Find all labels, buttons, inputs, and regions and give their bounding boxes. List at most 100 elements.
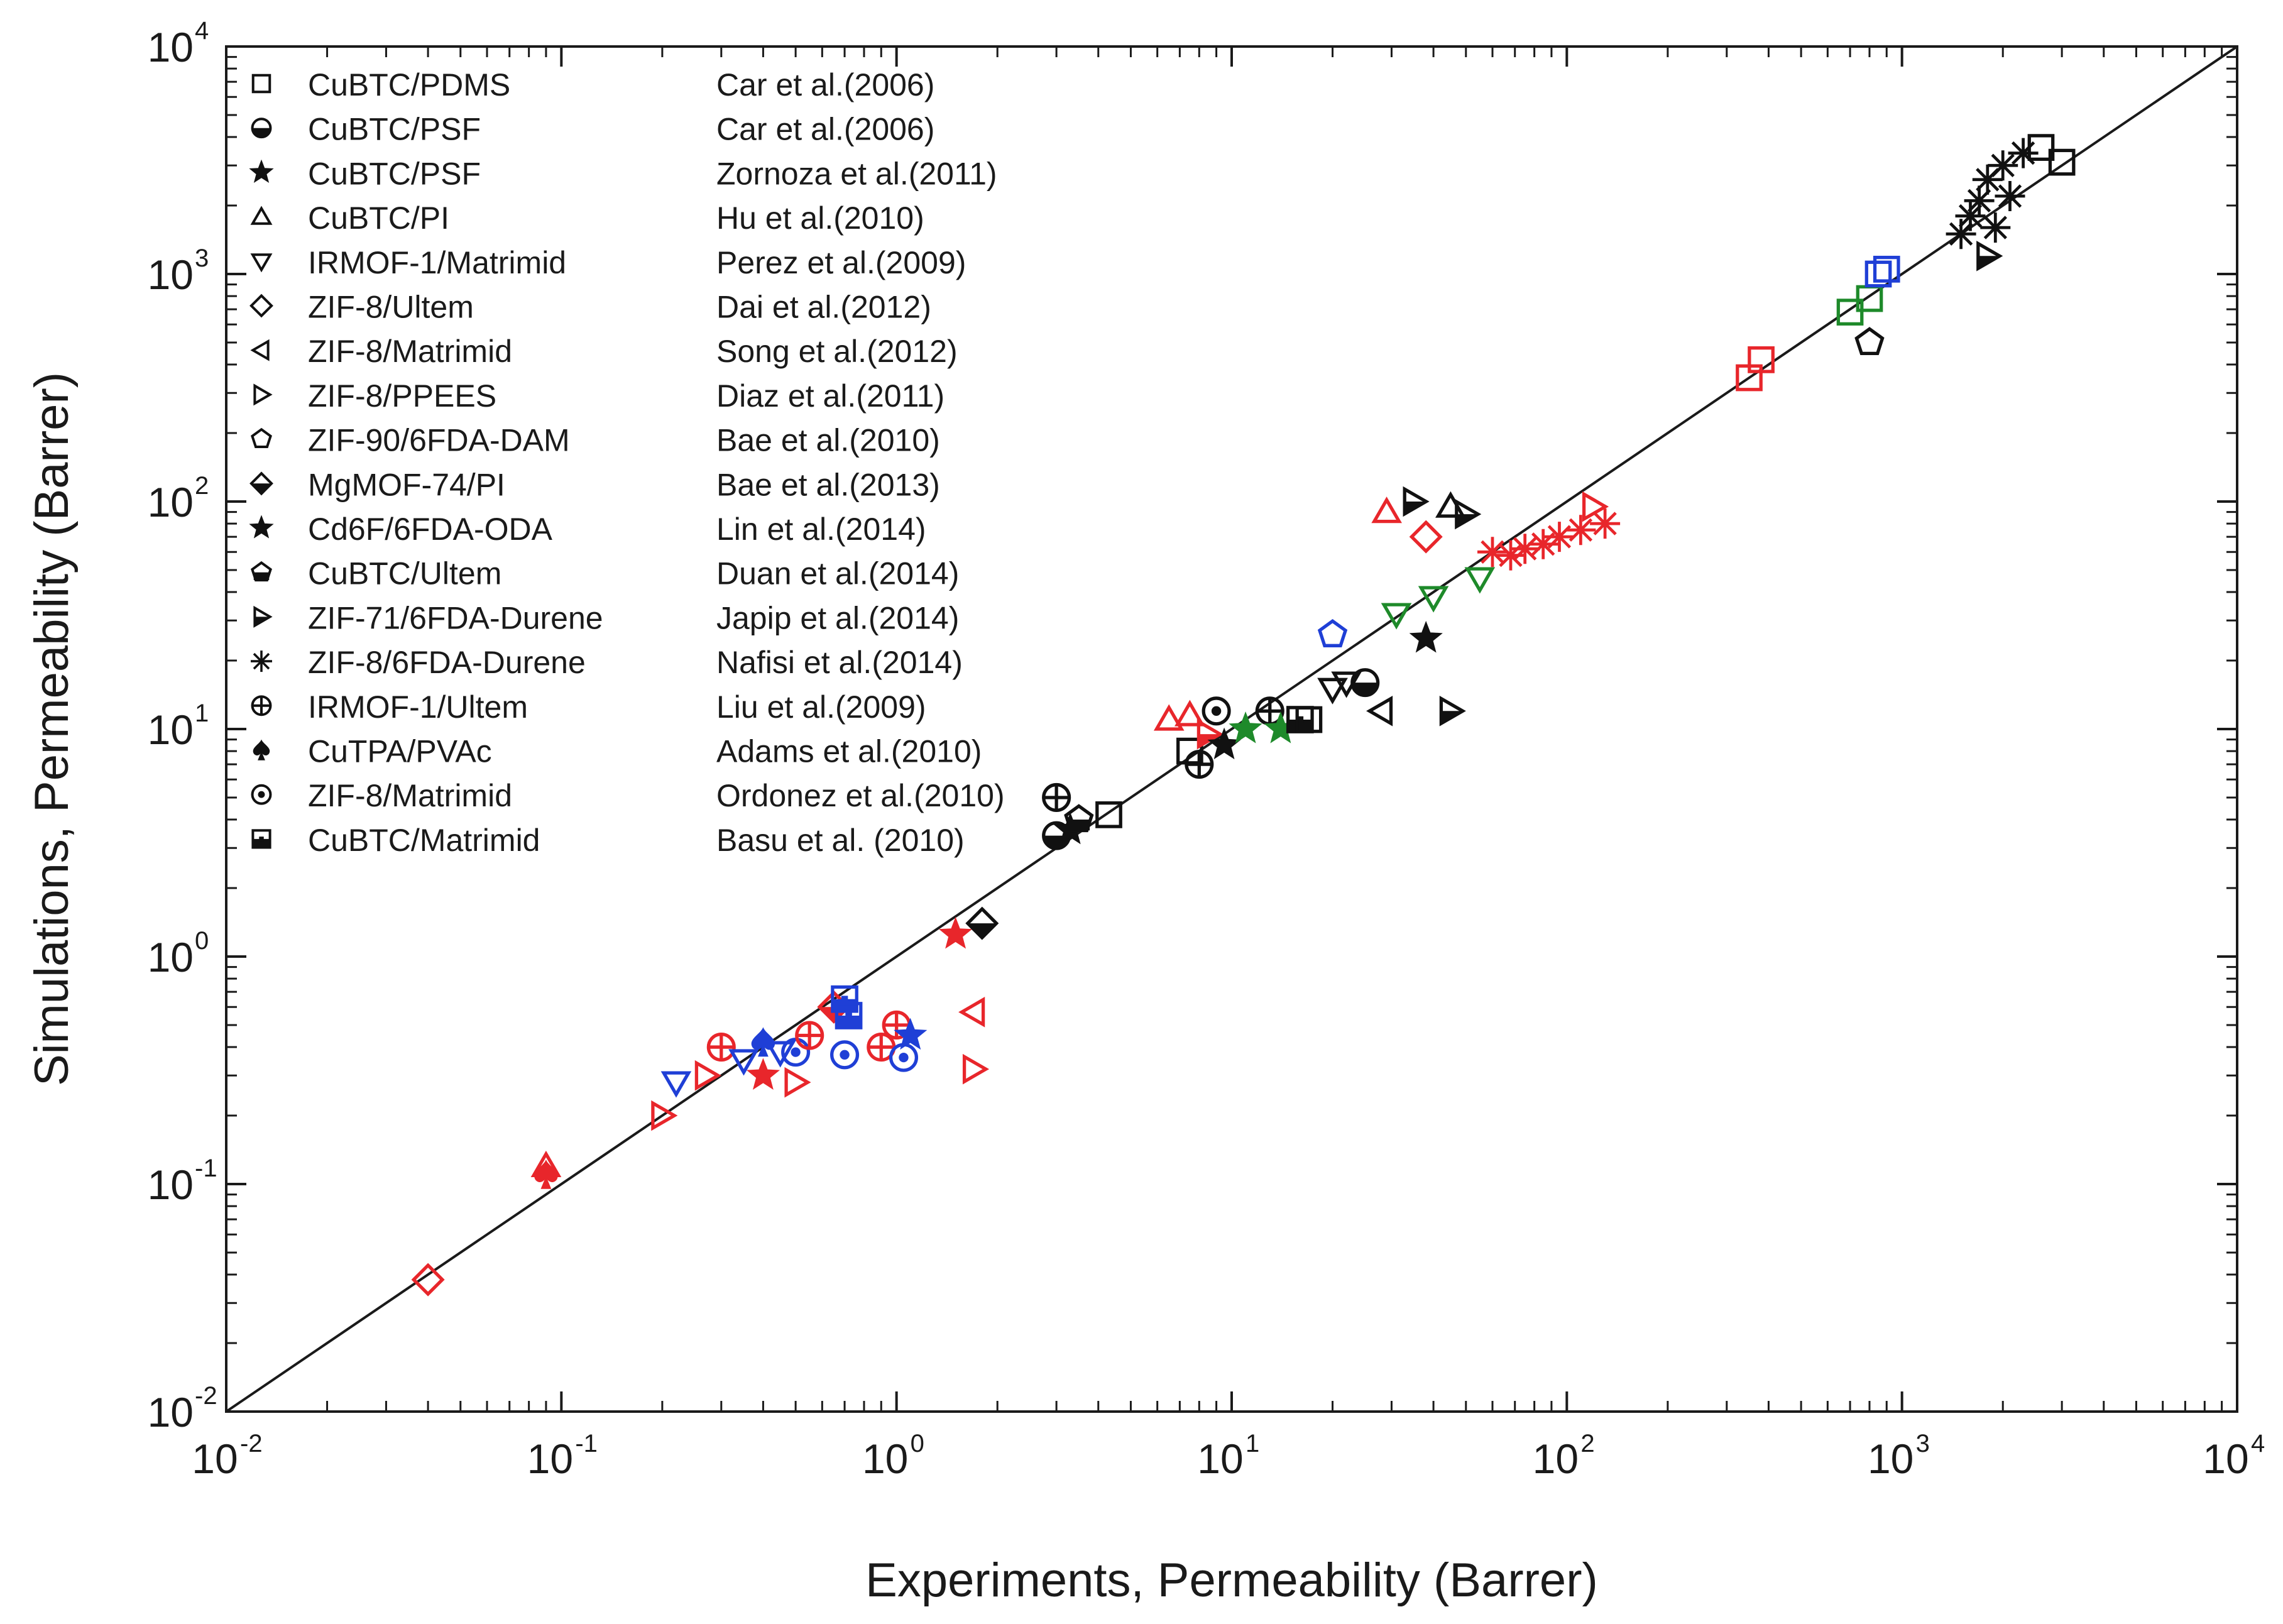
legend-marker <box>251 784 272 805</box>
x-tick-label: 10 <box>1868 1435 1913 1482</box>
legend-marker <box>251 695 272 716</box>
data-point <box>411 1263 445 1297</box>
data-point <box>1207 727 1241 760</box>
legend-label: CuBTC/PSF <box>308 156 481 191</box>
y-axis-title: Simulations, Permeability (Barrer) <box>25 372 79 1086</box>
legend-reference: Adams et al.(2010) <box>716 734 982 769</box>
legend-marker <box>249 294 273 318</box>
y-tick-label: 10 <box>148 251 194 298</box>
legend-reference: Japip et al.(2014) <box>716 600 959 635</box>
legend-label: CuBTC/PDMS <box>308 67 510 102</box>
legend-marker <box>253 383 273 406</box>
legend-reference: Car et al.(2006) <box>716 67 934 102</box>
legend-marker <box>250 206 273 225</box>
data-point <box>1350 668 1380 698</box>
data-points-layer <box>411 134 2076 1297</box>
legend-reference: Basu et al. (2010) <box>716 823 965 858</box>
y-tick-exponent: 3 <box>195 244 209 272</box>
y-tick-label: 10 <box>148 24 194 70</box>
y-tick-exponent: 0 <box>195 927 209 955</box>
data-point <box>1995 181 2025 211</box>
y-tick-exponent: 2 <box>195 472 209 500</box>
data-point <box>660 1071 692 1098</box>
y-tick-label: 10 <box>148 1389 194 1435</box>
y-tick-exponent: -1 <box>195 1155 217 1182</box>
x-tick-label: 10 <box>192 1435 238 1482</box>
data-point <box>694 1060 721 1091</box>
legend-marker <box>251 561 272 582</box>
data-point <box>1185 750 1214 779</box>
legend-reference: Duan et al.(2014) <box>716 556 959 591</box>
data-point <box>1418 586 1449 613</box>
x-tick-label: 10 <box>1197 1435 1243 1482</box>
x-tick-label: 10 <box>527 1435 573 1482</box>
data-point <box>1403 486 1430 517</box>
data-point <box>1836 299 1864 326</box>
x-tick-label: 10 <box>2203 1435 2248 1482</box>
data-point <box>784 1067 811 1098</box>
data-point <box>835 1002 863 1029</box>
data-point <box>1854 327 1885 356</box>
data-point <box>1042 782 1071 813</box>
data-point <box>1409 520 1443 554</box>
data-point <box>1988 150 2018 181</box>
data-point <box>1439 696 1466 727</box>
data-point <box>795 1021 824 1050</box>
legend-reference: Car et al.(2006) <box>716 112 934 147</box>
data-point <box>1317 678 1348 705</box>
x-tick-exponent: 4 <box>2251 1430 2265 1457</box>
data-point <box>1153 704 1185 731</box>
y-tick-label: 10 <box>148 1161 194 1208</box>
data-point <box>1317 618 1348 647</box>
legend-reference: Hu et al.(2010) <box>716 200 924 236</box>
x-tick-exponent: 0 <box>911 1430 924 1457</box>
legend-label: ZIF-8/Matrimid <box>308 778 512 813</box>
data-point <box>746 1058 780 1090</box>
legend-reference: Liu et al.(2009) <box>716 689 926 725</box>
y-tick-label: 10 <box>148 934 194 980</box>
data-point <box>1371 497 1402 524</box>
data-point <box>1455 498 1482 530</box>
legend-reference: Bae et al.(2013) <box>716 467 940 502</box>
data-point <box>728 1049 759 1076</box>
data-point <box>1955 200 1986 231</box>
legend-marker <box>251 650 272 672</box>
legend-reference: Dai et al.(2012) <box>716 290 931 325</box>
legend-reference: Zornoza et al.(2011) <box>716 156 997 191</box>
y-tick-exponent: 1 <box>195 700 209 727</box>
legend-marker <box>251 118 272 139</box>
data-point <box>2008 138 2039 168</box>
data-point <box>1202 696 1231 726</box>
x-tick-exponent: 2 <box>1580 1430 1594 1457</box>
y-tick-exponent: -2 <box>195 1382 217 1410</box>
data-point <box>1174 700 1205 727</box>
legend-marker <box>250 339 270 361</box>
legend-label: ZIF-8/PPEES <box>308 378 496 414</box>
data-point <box>1477 537 1508 568</box>
legend-reference: Nafisi et al.(2014) <box>716 645 963 680</box>
legend-marker <box>251 427 272 448</box>
legend: CuBTC/PDMS Car et al.(2006) CuBTC/PSF Car e… <box>249 67 1005 858</box>
data-point <box>1509 534 1540 564</box>
data-point <box>1229 711 1262 743</box>
x-tick-exponent: 1 <box>1246 1430 1259 1457</box>
data-point <box>894 1018 928 1050</box>
data-point <box>1409 620 1443 653</box>
legend-label: ZIF-8/6FDA-Durene <box>308 645 586 680</box>
data-point <box>1976 241 2003 272</box>
data-point <box>1964 185 1995 216</box>
data-point <box>1295 706 1323 733</box>
data-point <box>965 906 999 940</box>
data-point <box>1748 346 1775 373</box>
data-point <box>1544 522 1575 552</box>
legend-label: MgMOF-74/PI <box>308 467 505 502</box>
data-point <box>830 1040 860 1070</box>
parity-line <box>226 47 2237 1412</box>
data-point <box>534 1160 558 1189</box>
x-tick-exponent: 3 <box>1916 1430 1930 1457</box>
data-point <box>765 1041 796 1068</box>
legend-reference: Diaz et al.(2011) <box>716 378 944 414</box>
y-tick-exponent: 4 <box>195 17 209 45</box>
